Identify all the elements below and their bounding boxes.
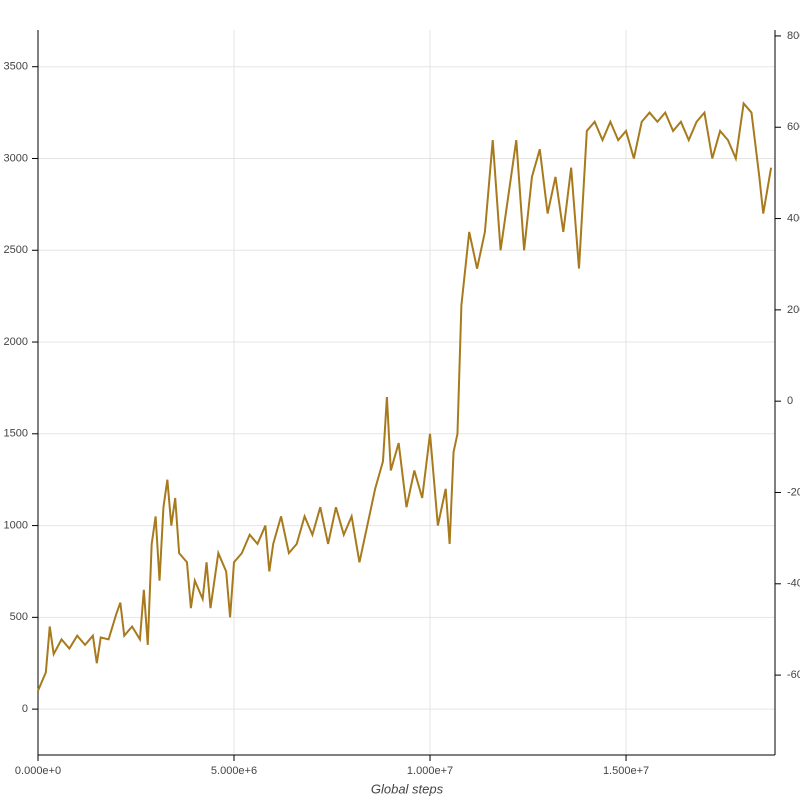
- y-tick-label: 3000: [4, 152, 28, 164]
- x-tick-label: 1.500e+7: [603, 765, 649, 777]
- x-tick-label: 1.000e+7: [407, 765, 453, 777]
- y-tick-label: 3500: [4, 61, 28, 73]
- y2-tick-label: 200: [787, 304, 800, 316]
- y2-tick-label: 400: [787, 212, 800, 224]
- y-tick-label: 0: [22, 703, 28, 715]
- y-tick-label: 2000: [4, 336, 28, 348]
- x-tick-label: 5.000e+6: [211, 765, 257, 777]
- y-tick-label: 2500: [4, 244, 28, 256]
- y-tick-label: 500: [10, 611, 28, 623]
- y2-tick-label: 0: [787, 395, 793, 407]
- y2-tick-label: 800: [787, 30, 800, 42]
- y-tick-label: 1500: [4, 428, 28, 440]
- y-tick-label: 1000: [4, 519, 28, 531]
- y2-tick-label: -600: [787, 669, 800, 681]
- y2-tick-label: -400: [787, 578, 800, 590]
- x-tick-label: 0.000e+0: [15, 765, 61, 777]
- data-line: [37, 101, 773, 692]
- x-axis-label: Global steps: [371, 781, 444, 796]
- y2-tick-label: 600: [787, 121, 800, 133]
- y2-tick-label: -200: [787, 486, 800, 498]
